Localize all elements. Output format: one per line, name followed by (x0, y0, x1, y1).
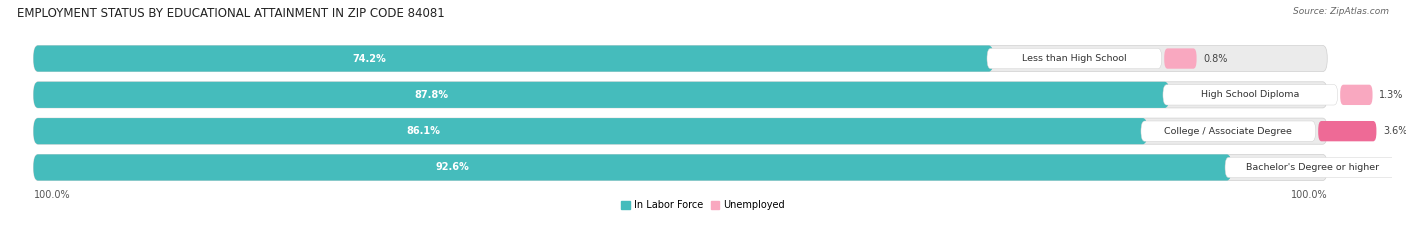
FancyBboxPatch shape (34, 82, 1170, 108)
Text: College / Associate Degree: College / Associate Degree (1164, 127, 1292, 136)
FancyBboxPatch shape (1164, 48, 1197, 69)
Text: 1.3%: 1.3% (1379, 90, 1403, 100)
FancyBboxPatch shape (34, 154, 1232, 181)
FancyBboxPatch shape (987, 48, 1161, 69)
FancyBboxPatch shape (34, 82, 1327, 108)
FancyBboxPatch shape (1340, 85, 1372, 105)
Text: Less than High School: Less than High School (1022, 54, 1126, 63)
Text: 100.0%: 100.0% (1291, 190, 1327, 200)
FancyBboxPatch shape (1402, 157, 1406, 178)
Text: 100.0%: 100.0% (34, 190, 70, 200)
FancyBboxPatch shape (34, 118, 1147, 144)
Text: Source: ZipAtlas.com: Source: ZipAtlas.com (1294, 7, 1389, 16)
FancyBboxPatch shape (1225, 157, 1400, 178)
Legend: In Labor Force, Unemployed: In Labor Force, Unemployed (617, 196, 789, 214)
Text: 0.8%: 0.8% (1204, 54, 1227, 64)
FancyBboxPatch shape (34, 45, 994, 72)
FancyBboxPatch shape (1140, 121, 1316, 141)
FancyBboxPatch shape (1319, 121, 1376, 141)
FancyBboxPatch shape (1163, 85, 1337, 105)
Text: Bachelor's Degree or higher: Bachelor's Degree or higher (1246, 163, 1379, 172)
FancyBboxPatch shape (34, 45, 1327, 72)
Text: 92.6%: 92.6% (436, 162, 470, 172)
Text: 86.1%: 86.1% (406, 126, 440, 136)
Text: 74.2%: 74.2% (353, 54, 387, 64)
Text: 3.6%: 3.6% (1384, 126, 1406, 136)
FancyBboxPatch shape (34, 118, 1327, 144)
FancyBboxPatch shape (34, 154, 1327, 181)
Text: High School Diploma: High School Diploma (1201, 90, 1299, 99)
Text: 87.8%: 87.8% (413, 90, 449, 100)
Text: EMPLOYMENT STATUS BY EDUCATIONAL ATTAINMENT IN ZIP CODE 84081: EMPLOYMENT STATUS BY EDUCATIONAL ATTAINM… (17, 7, 444, 20)
